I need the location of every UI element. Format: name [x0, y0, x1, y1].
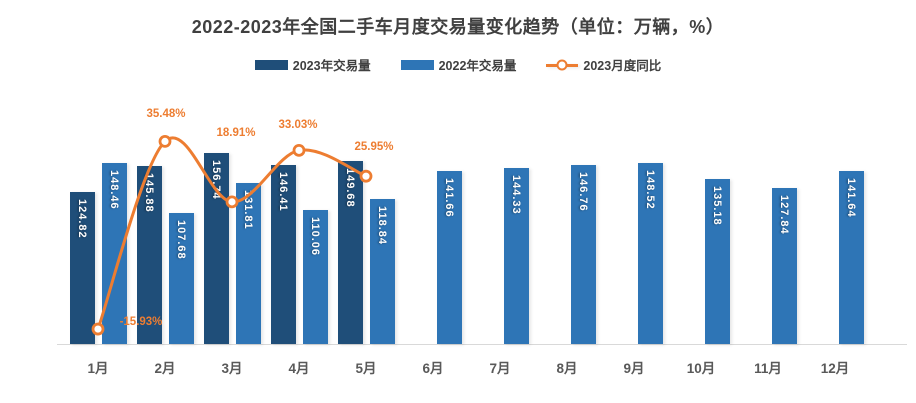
- bar-value-label: 131.81: [242, 190, 254, 230]
- x-axis-label-9月: 9月: [623, 361, 645, 376]
- x-axis-label-12月: 12月: [820, 361, 850, 376]
- bar-2022年-6月[interactable]: [436, 171, 462, 344]
- bar-2022年-4月[interactable]: [302, 209, 328, 344]
- bar-value-label: 145.88: [143, 173, 155, 213]
- legend-item-yoy[interactable]: 2023月度同比: [546, 55, 661, 74]
- bar-value-label: 156.74: [210, 159, 222, 200]
- x-axis-label-3月: 3月: [221, 361, 243, 376]
- x-axis-label-10月: 10月: [686, 361, 716, 376]
- bar-2022年-2月[interactable]: [168, 212, 194, 344]
- yoy-value-label: 18.91%: [216, 126, 256, 139]
- bar-value-label: 135.18: [711, 186, 723, 226]
- bar-value-label: 141.66: [443, 178, 455, 218]
- x-axis-label-11月: 11月: [754, 361, 782, 376]
- yoy-value-label: 25.95%: [354, 141, 394, 154]
- bar-2022年-8月[interactable]: [570, 164, 596, 344]
- bar-value-label: 141.64: [845, 178, 857, 218]
- legend-label-2023: 2023年交易量: [292, 59, 371, 73]
- bar-2022年-5月[interactable]: [369, 199, 395, 344]
- legend-item-2023[interactable]: 2023年交易量: [254, 55, 371, 74]
- yoy-value-label: 33.03%: [278, 119, 318, 132]
- x-axis-label-5月: 5月: [355, 361, 377, 376]
- legend-swatch-2023-icon: [254, 59, 288, 70]
- bar-2023年-3月[interactable]: [203, 152, 229, 344]
- bar-2023年-5月[interactable]: [337, 161, 363, 344]
- x-axis-label-1月: 1月: [87, 361, 109, 376]
- yoy-marker-1月[interactable]: [91, 322, 105, 336]
- bar-value-label: 146.76: [577, 171, 589, 212]
- bar-value-label: 144.33: [510, 174, 522, 215]
- bar-value-label: 149.68: [344, 168, 356, 209]
- x-axis-line: [57, 344, 907, 345]
- x-axis-label-2月: 2月: [154, 361, 176, 376]
- bar-value-label: 146.41: [277, 172, 289, 213]
- yoy-marker-2月[interactable]: [158, 134, 172, 148]
- yoy-value-label: 35.48%: [146, 108, 186, 121]
- bar-value-label: 110.06: [309, 216, 321, 256]
- bar-2023年-4月[interactable]: [270, 165, 296, 344]
- x-axis-label-7月: 7月: [489, 361, 511, 376]
- bar-2022年-11月[interactable]: [771, 188, 797, 344]
- bar-value-label: 148.52: [644, 169, 656, 210]
- bar-2022年-3月[interactable]: [235, 183, 261, 344]
- yoy-marker-4月[interactable]: [292, 143, 306, 157]
- bar-value-label: 107.68: [175, 219, 187, 260]
- bar-value-label: 118.84: [376, 206, 388, 246]
- bar-2023年-1月[interactable]: [69, 191, 95, 344]
- bar-value-label: 127.84: [778, 195, 790, 235]
- bar-2022年-1月[interactable]: [101, 162, 127, 344]
- x-axis-label-6月: 6月: [422, 361, 444, 376]
- legend: 2023年交易量 2022年交易量 2023月度同比: [0, 55, 916, 74]
- x-axis-label-8月: 8月: [556, 361, 578, 376]
- bar-2022年-10月[interactable]: [704, 179, 730, 344]
- legend-line-marker-icon: [546, 59, 579, 71]
- bar-2022年-9月[interactable]: [637, 162, 663, 344]
- bar-2022年-12月[interactable]: [838, 171, 864, 344]
- bar-2022年-7月[interactable]: [503, 167, 529, 344]
- chart-title: 2022-2023年全国二手车月度交易量变化趋势（单位：万辆，%）: [191, 17, 725, 37]
- yoy-line[interactable]: [96, 136, 368, 331]
- bar-value-label: 148.46: [108, 169, 120, 210]
- legend-label-yoy: 2023月度同比: [583, 59, 662, 73]
- legend-item-2022[interactable]: 2022年交易量: [400, 55, 517, 74]
- legend-label-2022: 2022年交易量: [438, 59, 517, 73]
- yoy-marker-5月[interactable]: [359, 169, 373, 183]
- yoy-value-label: -15.93%: [119, 316, 163, 329]
- x-axis-label-4月: 4月: [288, 361, 310, 376]
- yoy-marker-3月[interactable]: [225, 195, 239, 209]
- bar-value-label: 124.82: [76, 198, 88, 239]
- legend-swatch-2022-icon: [400, 59, 434, 70]
